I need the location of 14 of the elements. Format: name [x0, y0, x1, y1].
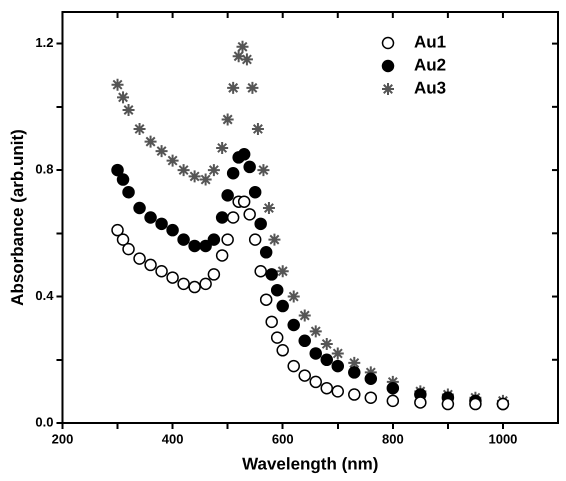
y-tick-label: 0.0	[35, 414, 54, 430]
x-axis-title: Wavelength (nm)	[242, 454, 378, 474]
x-tick-label: 200	[52, 431, 74, 446]
y-tick-label: 0.4	[35, 288, 54, 304]
legend-label: Au1	[414, 32, 446, 52]
legend-label: Au2	[414, 56, 446, 75]
y-tick-label: 1.2	[35, 35, 54, 50]
y-axis-title: Absorbance (arb.unit)	[8, 129, 27, 306]
legend-label: Au3	[414, 78, 446, 98]
y-tick-label: 0.8	[35, 162, 54, 177]
x-tick-label: 600	[272, 431, 294, 446]
x-tick-label: 800	[382, 431, 404, 446]
x-tick-label: 1000	[488, 431, 518, 446]
x-tick-label: 400	[162, 431, 184, 446]
